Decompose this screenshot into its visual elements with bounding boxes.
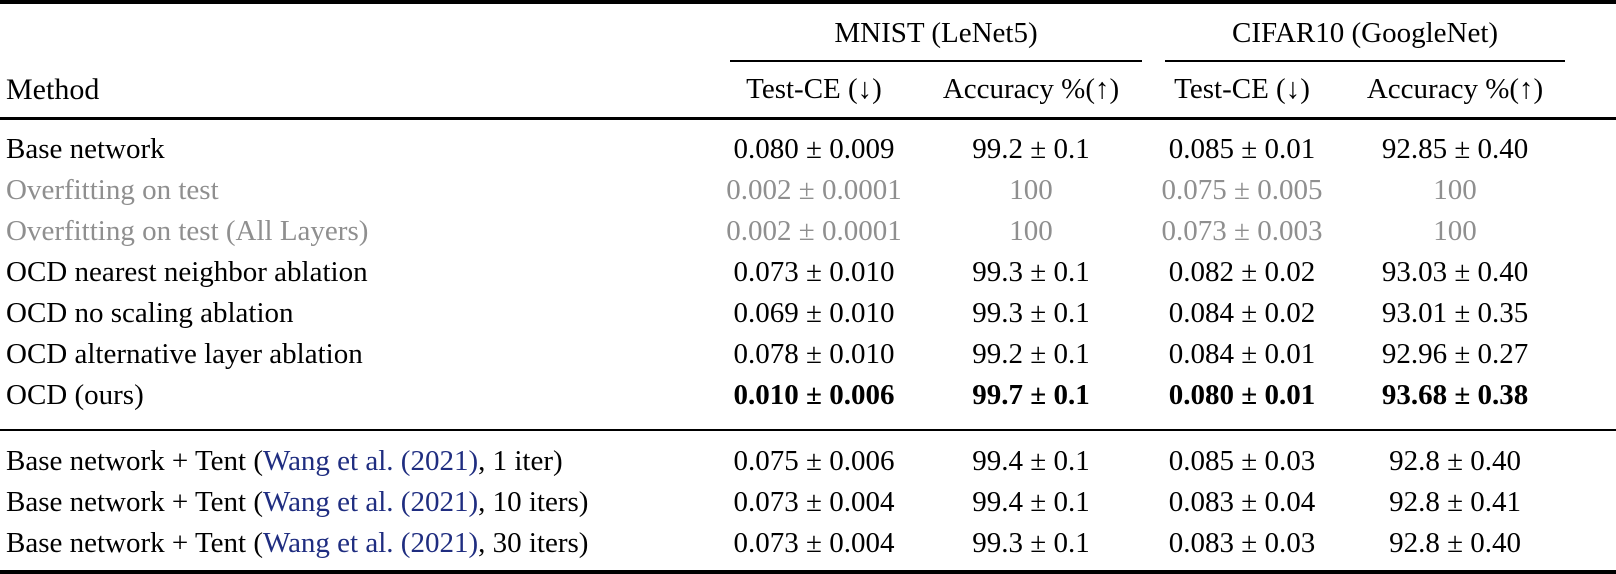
value-cell: 0.083 ± 0.03 <box>1168 527 1316 559</box>
citation-link[interactable]: Wang et al. (2021) <box>263 486 479 518</box>
value-cell: 99.7 ± 0.1 <box>972 379 1090 411</box>
table-row-overfitting-all-layers: Overfitting on test (All Layers) 0.002 ±… <box>0 211 1616 252</box>
method-cell: Overfitting on test (All Layers) <box>6 215 369 247</box>
subcol-header-cifar10-testce: Test-CE (↓) <box>1144 62 1341 120</box>
table-row-ocd-no-scaling: OCD no scaling ablation 0.069 ± 0.010 99… <box>0 293 1616 334</box>
value-cell: 100 <box>1433 174 1477 206</box>
value-cell: 0.069 ± 0.010 <box>733 297 895 329</box>
value-cell: 0.082 ± 0.02 <box>1168 256 1316 288</box>
value-cell: 99.4 ± 0.1 <box>918 429 1145 482</box>
group-underline-mnist <box>730 60 1143 62</box>
group-title-cifar10: CIFAR10 (GoogleNet) <box>1231 17 1499 49</box>
value-cell: 93.01 ± 0.35 <box>1381 297 1529 329</box>
value-cell: 0.084 ± 0.01 <box>1168 338 1316 370</box>
value-cell: 100 <box>1009 174 1053 206</box>
value-cell: 99.3 ± 0.1 <box>972 256 1090 288</box>
group-underline-cifar10 <box>1165 60 1566 62</box>
table-row-tent-10-iters: Base network + Tent (Wang et al. (2021),… <box>0 482 1616 523</box>
value-cell: 0.085 ± 0.01 <box>1168 133 1316 165</box>
method-text-suffix: , 30 iters) <box>478 527 589 559</box>
value-cell: 99.3 ± 0.1 <box>972 297 1090 329</box>
value-cell: 92.8 ± 0.40 <box>1389 527 1521 559</box>
value-cell: 0.075 ± 0.005 <box>1161 174 1323 206</box>
table-header: Method MNIST (LeNet5) CIFAR10 (GoogleNet… <box>0 2 1616 120</box>
value-cell: 0.078 ± 0.010 <box>733 338 895 370</box>
value-cell: 100 <box>1433 215 1477 247</box>
subcol-header-mnist-accuracy: Accuracy %(↑) <box>918 62 1145 120</box>
value-cell: 100 <box>1009 215 1053 247</box>
value-cell: 0.084 ± 0.02 <box>1168 297 1316 329</box>
method-cell: Base network <box>6 133 165 165</box>
table-row-ocd-alternative-layer: OCD alternative layer ablation 0.078 ± 0… <box>0 334 1616 375</box>
value-cell: 0.002 ± 0.0001 <box>726 174 902 206</box>
value-cell: 0.085 ± 0.03 <box>1144 429 1341 482</box>
value-cell: 92.96 ± 0.27 <box>1381 338 1529 370</box>
value-cell: 0.073 ± 0.004 <box>733 527 895 559</box>
table-row-base-network: Base network 0.080 ± 0.009 99.2 ± 0.1 0.… <box>0 119 1616 171</box>
value-cell: 0.080 ± 0.009 <box>733 133 895 165</box>
table-row-ocd-nearest-neighbor: OCD nearest neighbor ablation 0.073 ± 0.… <box>0 252 1616 293</box>
value-cell: 0.073 ± 0.004 <box>733 486 895 518</box>
tent-section: Base network + Tent (Wang et al. (2021),… <box>0 429 1616 573</box>
method-cell: OCD nearest neighbor ablation <box>6 256 368 288</box>
value-cell: 99.4 ± 0.1 <box>972 486 1090 518</box>
subcol-header-mnist-testce: Test-CE (↓) <box>710 62 918 120</box>
method-cell: OCD alternative layer ablation <box>6 338 363 370</box>
value-cell: 92.8 ± 0.40 <box>1340 429 1616 482</box>
value-cell: 92.8 ± 0.41 <box>1389 486 1521 518</box>
method-cell: Base network + Tent (Wang et al. (2021),… <box>0 482 710 523</box>
method-cell: Overfitting on test <box>6 174 219 206</box>
value-cell: 0.010 ± 0.006 <box>733 379 895 411</box>
method-cell: OCD no scaling ablation <box>6 297 294 329</box>
value-cell: 0.080 ± 0.01 <box>1168 379 1316 411</box>
method-text-suffix: , 1 iter) <box>478 445 563 477</box>
value-cell: 0.075 ± 0.006 <box>710 429 918 482</box>
group-title-mnist: MNIST (LeNet5) <box>834 17 1038 49</box>
method-cell: Base network + Tent (Wang et al. (2021),… <box>0 523 710 573</box>
value-cell: 0.083 ± 0.04 <box>1168 486 1316 518</box>
group-header-mnist: MNIST (LeNet5) <box>710 2 1144 62</box>
value-cell: 0.002 ± 0.0001 <box>726 215 902 247</box>
table-row-tent-1-iter: Base network + Tent (Wang et al. (2021),… <box>0 429 1616 482</box>
method-column-header: Method <box>0 2 710 120</box>
table-row-ocd-ours: OCD (ours) 0.010 ± 0.006 99.7 ± 0.1 0.08… <box>0 375 1616 430</box>
value-cell: 0.073 ± 0.010 <box>733 256 895 288</box>
value-cell: 99.2 ± 0.1 <box>972 133 1090 165</box>
value-cell: 99.3 ± 0.1 <box>972 527 1090 559</box>
method-cell: Base network + Tent (Wang et al. (2021),… <box>0 429 710 482</box>
table-row-tent-30-iters: Base network + Tent (Wang et al. (2021),… <box>0 523 1616 573</box>
method-text-prefix: Base network + Tent ( <box>6 527 264 559</box>
value-cell: 0.073 ± 0.003 <box>1161 215 1323 247</box>
table-row-overfitting-on-test: Overfitting on test 0.002 ± 0.0001 100 0… <box>0 170 1616 211</box>
subcolumn-header-row: Test-CE (↓) Accuracy %(↑) Test-CE (↓) Ac… <box>0 62 1616 120</box>
method-text-suffix: , 10 iters) <box>478 486 589 518</box>
citation-link[interactable]: Wang et al. (2021) <box>263 445 479 477</box>
citation-link[interactable]: Wang et al. (2021) <box>263 527 479 559</box>
main-section: Base network 0.080 ± 0.009 99.2 ± 0.1 0.… <box>0 119 1616 431</box>
value-cell: 93.03 ± 0.40 <box>1381 256 1529 288</box>
group-header-cifar10: CIFAR10 (GoogleNet) <box>1144 2 1616 62</box>
value-cell: 99.2 ± 0.1 <box>972 338 1090 370</box>
value-cell: 93.68 ± 0.38 <box>1381 379 1529 411</box>
group-header-row: Method MNIST (LeNet5) CIFAR10 (GoogleNet… <box>0 2 1616 120</box>
method-text-prefix: Base network + Tent ( <box>6 445 264 477</box>
method-text-prefix: Base network + Tent ( <box>6 486 264 518</box>
method-cell: OCD (ours) <box>6 379 144 411</box>
value-cell: 92.85 ± 0.40 <box>1381 133 1529 165</box>
subcol-header-cifar10-accuracy: Accuracy %(↑) <box>1340 62 1616 120</box>
